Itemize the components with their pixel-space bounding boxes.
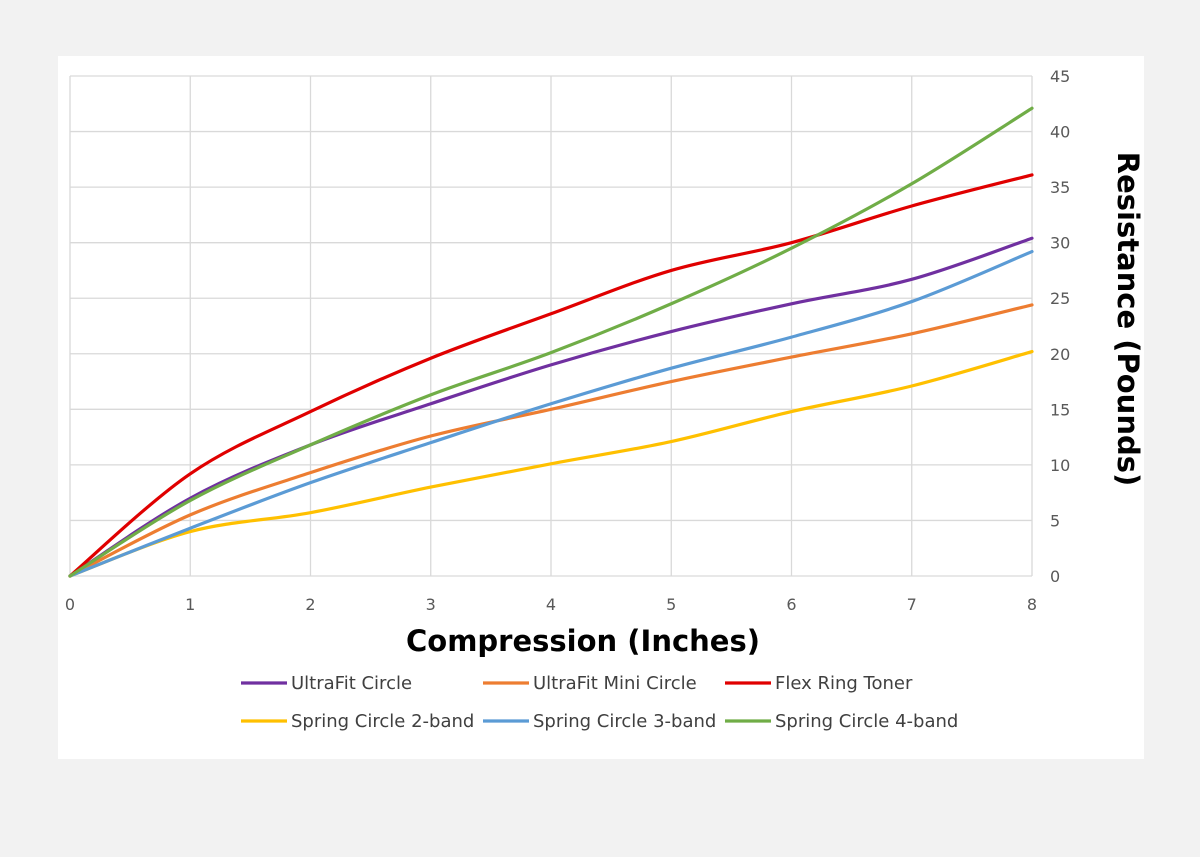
- x-axis-title: Compression (Inches): [406, 624, 760, 658]
- series-line-spring-circle-4-band: [68, 106, 1034, 578]
- x-tick-label: 1: [185, 595, 195, 614]
- x-tick-label: 2: [305, 595, 315, 614]
- x-tick-labels: 0 1 2 3 4 5 6 7 8: [65, 595, 1037, 614]
- legend: UltraFit Circle UltraFit Mini Circle Flex …: [241, 673, 958, 732]
- y-tick-label: 20: [1050, 345, 1070, 364]
- x-tick-label: 6: [786, 595, 796, 614]
- x-tick-label: 8: [1027, 595, 1037, 614]
- x-tick-label: 3: [426, 595, 436, 614]
- y-tick-label: 10: [1050, 456, 1070, 475]
- y-tick-label: 45: [1050, 67, 1070, 86]
- series-line-flex-ring-toner: [68, 173, 1034, 578]
- series-line-ultrafit-mini-circle: [68, 303, 1034, 578]
- y-tick-labels: 0 5 10 15 20 25 30 35 40 45: [1050, 67, 1070, 586]
- series-line-spring-circle-2-band: [68, 349, 1034, 578]
- y-tick-label: 5: [1050, 511, 1060, 530]
- legend-label-spring-circle-2-band: Spring Circle 2-band: [291, 711, 474, 732]
- x-tick-label: 7: [907, 595, 917, 614]
- series-lines: [68, 106, 1034, 578]
- legend-label-ultrafit-mini-circle: UltraFit Mini Circle: [533, 673, 697, 694]
- y-tick-label: 0: [1050, 567, 1060, 586]
- x-tick-label: 5: [666, 595, 676, 614]
- legend-label-spring-circle-3-band: Spring Circle 3-band: [533, 711, 716, 732]
- legend-label-flex-ring-toner: Flex Ring Toner: [775, 673, 913, 694]
- grid: [69, 75, 1033, 577]
- legend-label-spring-circle-4-band: Spring Circle 4-band: [775, 711, 958, 732]
- y-tick-label: 40: [1050, 123, 1070, 142]
- legend-label-ultrafit-circle: UltraFit Circle: [291, 673, 412, 694]
- y-tick-label: 15: [1050, 400, 1070, 419]
- series-line-spring-circle-3-band: [68, 249, 1034, 578]
- y-tick-label: 25: [1050, 289, 1070, 308]
- series-line-ultrafit-circle: [68, 236, 1034, 578]
- x-tick-label: 0: [65, 595, 75, 614]
- y-axis-title: Resistance (Pounds): [1111, 152, 1144, 487]
- y-tick-label: 35: [1050, 178, 1070, 197]
- x-tick-label: 4: [546, 595, 556, 614]
- y-tick-label: 30: [1050, 234, 1070, 253]
